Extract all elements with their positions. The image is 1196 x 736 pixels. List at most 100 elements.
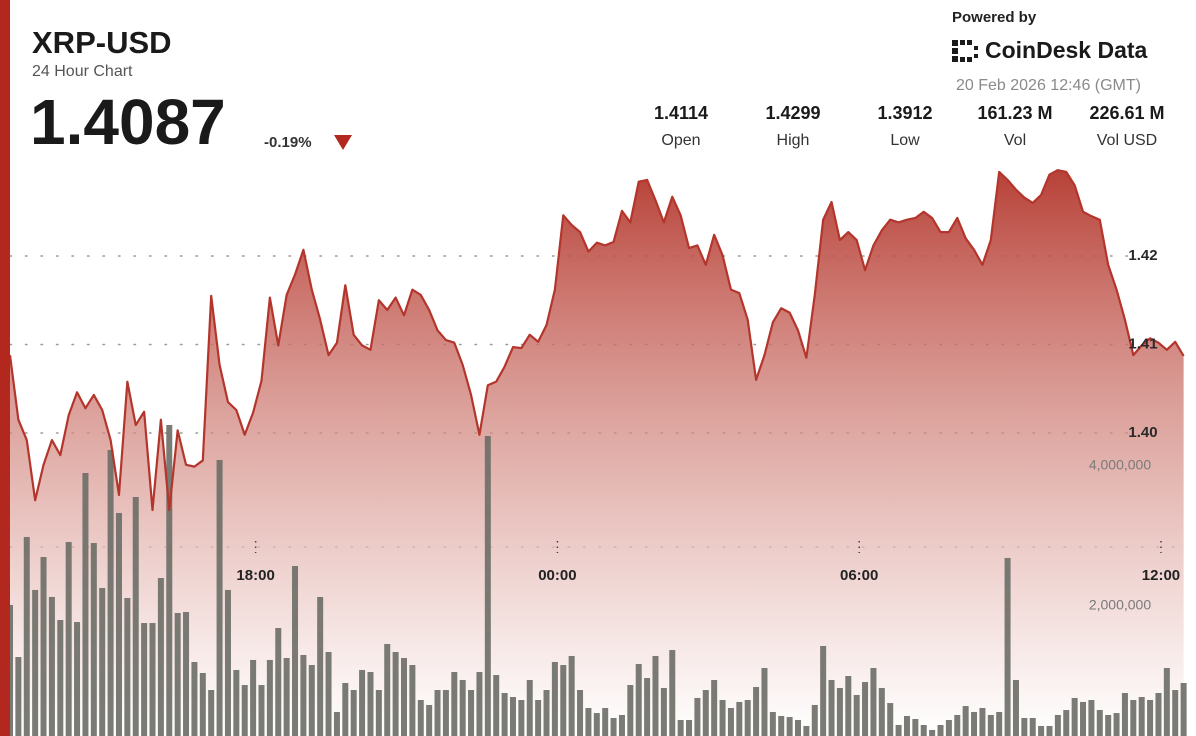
volume-bar (811, 704, 818, 736)
volume-bar (275, 627, 282, 736)
volume-bar (753, 686, 760, 736)
volume-bar (1012, 679, 1019, 736)
volume-bar (769, 711, 776, 736)
volume-bar (979, 707, 986, 736)
stat-value: 161.23 M (977, 103, 1052, 123)
accent-bar (0, 0, 10, 736)
volume-bar (57, 620, 64, 736)
volume-bar (828, 679, 835, 736)
volume-bar (518, 700, 525, 736)
volume-bar (459, 679, 466, 736)
volume-bar (903, 715, 910, 736)
volume-bar (744, 700, 751, 736)
volume-bar (585, 707, 592, 736)
volume-bar (208, 690, 215, 736)
volume-bar (945, 720, 952, 736)
volume-bar (803, 725, 810, 736)
volume-bar (610, 718, 617, 736)
powered-by: Powered by (952, 9, 1037, 26)
chart-subtitle: 24 Hour Chart (32, 63, 133, 80)
volume-bar (115, 512, 122, 736)
volume-bar (652, 655, 659, 736)
volume-bar (1147, 700, 1154, 736)
volume-bar (183, 612, 190, 736)
volume-bar (484, 435, 491, 736)
stat-value: 1.3912 (877, 103, 932, 123)
volume-bar (1046, 725, 1053, 736)
price-line (8, 169, 1185, 512)
volume-bar (1138, 697, 1145, 736)
volume-bar (224, 589, 231, 736)
stat-label: High (777, 132, 810, 149)
volume-bar (493, 675, 500, 736)
volume-bar (40, 557, 47, 736)
x-tick-label: 18:00 (236, 567, 274, 584)
volume-bar (887, 703, 894, 736)
volume-bar (895, 725, 902, 736)
volume-bar (1121, 693, 1128, 736)
volume-bar (1080, 701, 1087, 736)
volume-bar (166, 424, 173, 736)
volume-bar (535, 700, 542, 736)
volume-bar (1163, 668, 1170, 736)
volume-bar (417, 700, 424, 736)
y-tick-label: 1.40 (1128, 424, 1157, 441)
down-arrow (334, 135, 352, 150)
volume-bar (426, 704, 433, 736)
volume-bar (560, 665, 567, 736)
volume-bar (191, 662, 198, 736)
volume-bar (266, 659, 273, 736)
volume-bar (1063, 710, 1070, 736)
volume-bar (1113, 713, 1120, 736)
volume-bar (1038, 725, 1045, 736)
price-area (10, 170, 1184, 736)
volume-bar (74, 622, 81, 736)
volume-bar (870, 668, 877, 736)
volume-bar (99, 588, 106, 736)
volume-bar (845, 676, 852, 736)
volume-bar (686, 720, 693, 736)
volume-bar (727, 707, 734, 736)
volume-bar (937, 725, 944, 736)
volume-bar (384, 644, 391, 736)
volume-bar (593, 713, 600, 736)
volume-bar (719, 700, 726, 736)
volume-bar (476, 672, 483, 736)
volume-bar (660, 687, 667, 736)
volume-bar (602, 707, 609, 736)
brand-name: CoinDesk Data (985, 37, 1148, 63)
stat-value: 1.4299 (765, 103, 820, 123)
volume-bar (543, 690, 550, 736)
volume-bar (669, 650, 676, 736)
volume-bar (509, 697, 516, 736)
volume-bar (375, 690, 382, 736)
volume-bar (1004, 557, 1011, 736)
price-change: -0.19% (264, 134, 312, 151)
volume-bar (317, 596, 324, 736)
volume-bar (392, 651, 399, 736)
volume-bar (1130, 700, 1137, 736)
y2-tick-label: 4,000,000 (1089, 457, 1151, 473)
volume-bar (1172, 690, 1179, 736)
volume-bar (174, 613, 181, 736)
volume-bar (216, 459, 223, 736)
stat-value: 1.4114 (654, 103, 708, 123)
volume-bar (23, 536, 30, 736)
stat-label: Vol USD (1097, 132, 1157, 149)
volume-bar (912, 718, 919, 736)
volume-bar (971, 711, 978, 736)
volume-bar (333, 711, 340, 736)
volume-bar (350, 690, 357, 736)
volume-bar (15, 657, 22, 736)
x-tick-label: 12:00 (1142, 567, 1180, 584)
x-tick-label: 06:00 (840, 567, 878, 584)
y-tick-label: 1.42 (1128, 247, 1157, 264)
volume-bar (778, 715, 785, 736)
volume-bar (635, 664, 642, 736)
volume-bar (250, 659, 257, 736)
volume-bar (526, 679, 533, 736)
volume-bar (795, 720, 801, 736)
volume-bar (82, 473, 89, 736)
